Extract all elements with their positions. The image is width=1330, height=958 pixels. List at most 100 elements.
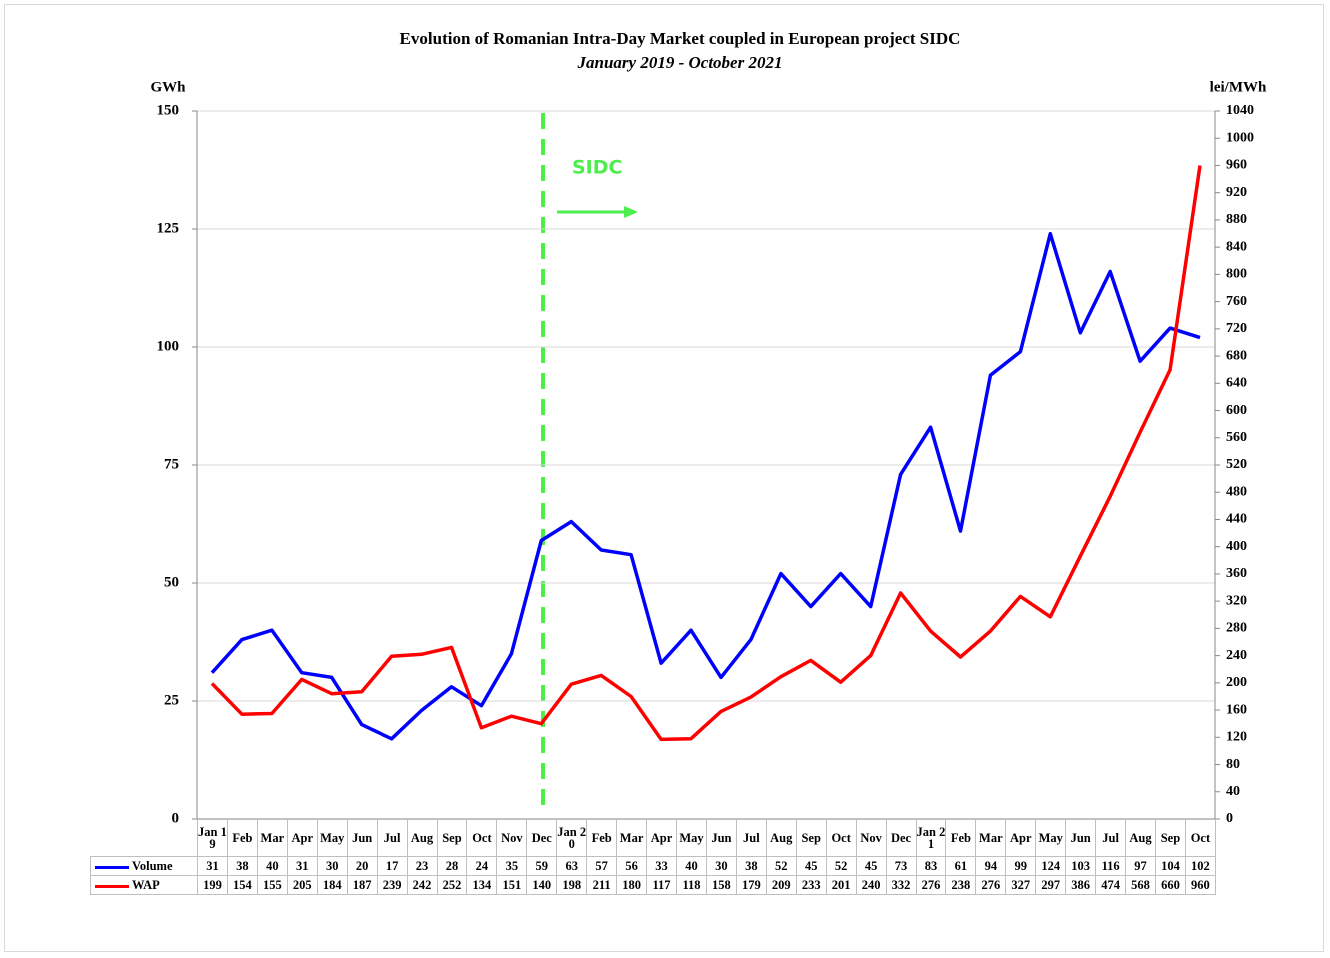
value-label: 35 xyxy=(496,856,528,876)
value-label: 23 xyxy=(406,856,438,876)
y2-tick-label: 320 xyxy=(1226,593,1247,608)
series-line xyxy=(210,231,1201,741)
y2-tick-label: 800 xyxy=(1226,267,1247,282)
value-label: 276 xyxy=(975,875,1007,895)
value-label: 242 xyxy=(406,875,438,895)
legend-swatch xyxy=(95,865,129,869)
value-label: 199 xyxy=(197,875,228,895)
x-tick-label: Jan 20 xyxy=(556,819,588,857)
value-label: 239 xyxy=(376,875,408,895)
value-label: 568 xyxy=(1125,875,1156,895)
y-tick-label: 75 xyxy=(164,456,179,472)
value-label: 31 xyxy=(197,856,228,876)
y2-tick-label: 680 xyxy=(1226,348,1247,363)
y2-tick-label: 480 xyxy=(1226,484,1247,499)
value-label: 151 xyxy=(496,875,528,895)
blank-cell xyxy=(91,820,198,857)
y2-tick-label: 560 xyxy=(1226,430,1247,445)
legend-entry: WAP xyxy=(90,875,198,895)
x-tick-label: Jan 19 xyxy=(197,819,228,857)
x-tick-label: Feb xyxy=(586,819,618,857)
value-label: 205 xyxy=(286,875,318,895)
x-tick-label: Aug xyxy=(765,819,797,857)
legend-entry: Volume xyxy=(90,856,198,876)
y-axis-label: GWh xyxy=(150,79,186,95)
y-tick-label: 0 xyxy=(172,810,180,826)
value-label: 209 xyxy=(765,875,797,895)
y2-tick-label: 920 xyxy=(1226,185,1247,200)
value-label: 83 xyxy=(915,856,947,876)
value-label: 28 xyxy=(436,856,468,876)
x-tick-label: Dec xyxy=(885,819,917,857)
value-label: 103 xyxy=(1065,856,1097,876)
series-line xyxy=(210,165,1202,742)
x-tick-label: Nov xyxy=(496,819,528,857)
annotation: SIDC xyxy=(572,157,622,179)
x-tick-label: Aug xyxy=(406,819,438,857)
data-table: Jan 19 Feb Mar Apr May Jun Jul Aug Sep Oct Nov Dec J… xyxy=(90,819,1216,895)
value-label: 45 xyxy=(855,856,887,876)
y2-tick-label: 280 xyxy=(1226,621,1247,636)
value-label: 179 xyxy=(735,875,767,895)
value-label: 233 xyxy=(795,875,827,895)
y-tick-label: 50 xyxy=(164,574,179,590)
value-label: 52 xyxy=(825,856,857,876)
value-label: 59 xyxy=(526,856,558,876)
y2-tick-label: 360 xyxy=(1226,566,1247,581)
value-label: 99 xyxy=(1005,856,1037,876)
y2-tick-label: 400 xyxy=(1226,539,1247,554)
y2-tick-label: 120 xyxy=(1226,730,1247,745)
y2-tick-label: 960 xyxy=(1226,158,1247,173)
value-label: 332 xyxy=(885,875,917,895)
x-tick-label: Jan 21 xyxy=(915,819,947,857)
value-label: 116 xyxy=(1095,856,1127,876)
legend-label: Volume xyxy=(132,859,173,873)
x-tick-label: May xyxy=(676,819,707,857)
x-tick-label: Mar xyxy=(975,819,1007,857)
x-tick-label: Sep xyxy=(1155,819,1186,857)
y2-axis-label: lei/MWh xyxy=(1210,79,1267,95)
x-tick-label: Sep xyxy=(795,819,827,857)
x-tick-label: Sep xyxy=(436,819,468,857)
value-label: 297 xyxy=(1035,875,1067,895)
y2-tick-label: 520 xyxy=(1226,457,1247,472)
value-label: 238 xyxy=(945,875,977,895)
value-label: 40 xyxy=(676,856,707,876)
value-label: 140 xyxy=(526,875,558,895)
y2-tick-label: 880 xyxy=(1226,212,1247,227)
x-tick-label: Dec xyxy=(526,819,558,857)
value-label: 63 xyxy=(556,856,588,876)
value-label: 386 xyxy=(1065,875,1097,895)
x-tick-label: Apr xyxy=(286,819,318,857)
value-label: 124 xyxy=(1035,856,1067,876)
y2-tick-label: 840 xyxy=(1226,239,1247,254)
y-tick-label: 25 xyxy=(164,692,179,708)
x-tick-label: Mar xyxy=(256,819,288,857)
x-tick-label: Jun xyxy=(1065,819,1097,857)
value-label: 187 xyxy=(346,875,378,895)
value-label: 40 xyxy=(256,856,288,876)
value-label: 94 xyxy=(975,856,1007,876)
legend-label: WAP xyxy=(132,878,160,892)
y2-tick-label: 240 xyxy=(1226,648,1247,663)
value-label: 118 xyxy=(676,875,707,895)
value-label: 56 xyxy=(616,856,648,876)
y2-tick-label: 720 xyxy=(1226,321,1247,336)
value-label: 57 xyxy=(586,856,618,876)
value-label: 184 xyxy=(316,875,348,895)
value-label: 327 xyxy=(1005,875,1037,895)
value-label: 17 xyxy=(376,856,408,876)
value-label: 240 xyxy=(855,875,887,895)
value-label: 38 xyxy=(226,856,258,876)
x-tick-label: Feb xyxy=(226,819,258,857)
y2-tick-label: 1040 xyxy=(1226,103,1254,118)
x-tick-label: Apr xyxy=(1005,819,1037,857)
x-tick-label: May xyxy=(1035,819,1067,857)
y2-tick-label: 0 xyxy=(1226,811,1233,826)
value-label: 31 xyxy=(286,856,318,876)
x-tick-label: Jul xyxy=(376,819,408,857)
y2-tick-label: 160 xyxy=(1226,702,1247,717)
value-label: 198 xyxy=(556,875,588,895)
value-label: 660 xyxy=(1155,875,1186,895)
